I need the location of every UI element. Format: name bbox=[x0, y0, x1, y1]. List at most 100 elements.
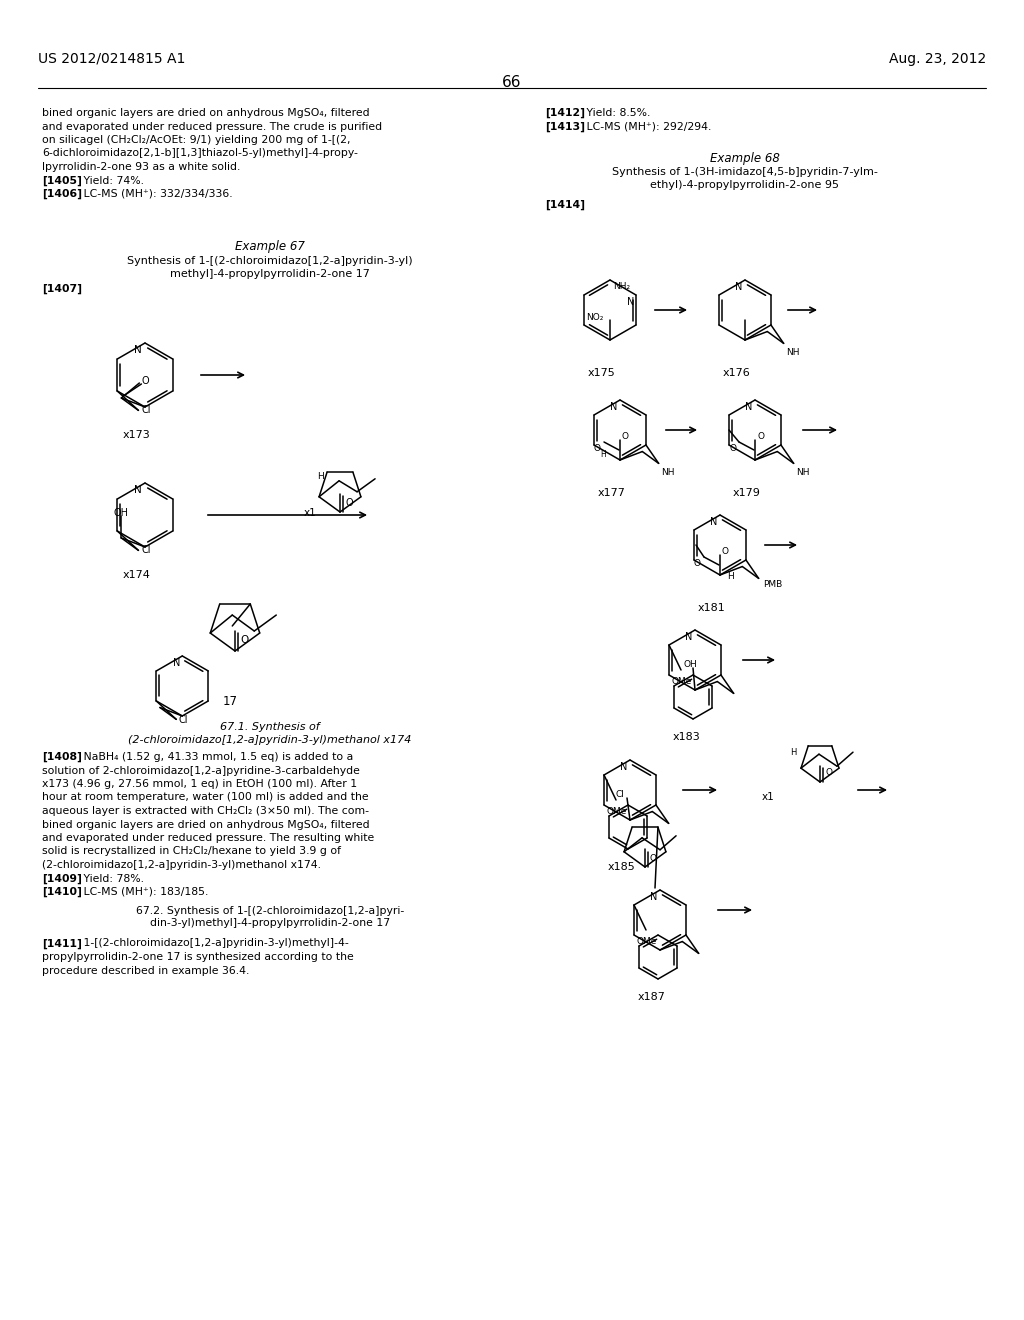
Text: propylpyrrolidin-2-one 17 is synthesized according to the: propylpyrrolidin-2-one 17 is synthesized… bbox=[42, 952, 353, 962]
Text: Yield: 78%.: Yield: 78%. bbox=[73, 874, 144, 883]
Text: N: N bbox=[685, 632, 692, 642]
Text: [1414]: [1414] bbox=[545, 201, 585, 210]
Text: ethyl)-4-propylpyrrolidin-2-one 95: ethyl)-4-propylpyrrolidin-2-one 95 bbox=[650, 180, 840, 190]
Text: 66: 66 bbox=[502, 75, 522, 90]
Text: NH: NH bbox=[796, 469, 809, 478]
Text: US 2012/0214815 A1: US 2012/0214815 A1 bbox=[38, 51, 185, 66]
Text: aqueous layer is extracted with CH₂Cl₂ (3×50 ml). The com-: aqueous layer is extracted with CH₂Cl₂ (… bbox=[42, 807, 369, 816]
Text: x175: x175 bbox=[588, 368, 615, 378]
Text: O: O bbox=[825, 768, 831, 777]
Text: Synthesis of 1-(3H-imidazo[4,5-b]pyridin-7-ylm-: Synthesis of 1-(3H-imidazo[4,5-b]pyridin… bbox=[612, 168, 878, 177]
Text: x1: x1 bbox=[762, 792, 774, 803]
Text: LC-MS (MH⁺): 292/294.: LC-MS (MH⁺): 292/294. bbox=[577, 121, 712, 132]
Text: (2-chloroimidazo[1,2-a]pyridin-3-yl)methanol x174.: (2-chloroimidazo[1,2-a]pyridin-3-yl)meth… bbox=[42, 861, 321, 870]
Text: O: O bbox=[622, 432, 629, 441]
Text: O: O bbox=[694, 558, 701, 568]
Text: O: O bbox=[594, 444, 601, 453]
Text: PMB: PMB bbox=[763, 581, 782, 590]
Text: OMe: OMe bbox=[636, 937, 656, 946]
Text: NH₂: NH₂ bbox=[613, 282, 630, 290]
Text: Example 68: Example 68 bbox=[710, 152, 780, 165]
Text: Cl: Cl bbox=[178, 715, 187, 726]
Text: N: N bbox=[711, 517, 718, 527]
Text: x183: x183 bbox=[673, 733, 700, 742]
Text: N: N bbox=[610, 403, 617, 412]
Text: N: N bbox=[650, 892, 657, 902]
Text: [1411]: [1411] bbox=[42, 939, 82, 949]
Text: N: N bbox=[735, 282, 742, 292]
Text: OMe: OMe bbox=[671, 677, 691, 686]
Text: O: O bbox=[722, 546, 729, 556]
Text: on silicagel (CH₂Cl₂/AcOEt: 9/1) yielding 200 mg of 1-[(2,: on silicagel (CH₂Cl₂/AcOEt: 9/1) yieldin… bbox=[42, 135, 350, 145]
Text: solution of 2-chloroimidazo[1,2-a]pyridine-3-carbaldehyde: solution of 2-chloroimidazo[1,2-a]pyridi… bbox=[42, 766, 359, 776]
Text: 17: 17 bbox=[222, 696, 238, 708]
Text: N: N bbox=[134, 345, 142, 355]
Text: hour at room temperature, water (100 ml) is added and the: hour at room temperature, water (100 ml)… bbox=[42, 792, 369, 803]
Text: N: N bbox=[173, 657, 180, 668]
Text: Yield: 74%.: Yield: 74%. bbox=[73, 176, 144, 186]
Text: H: H bbox=[727, 572, 734, 581]
Text: procedure described in example 36.4.: procedure described in example 36.4. bbox=[42, 965, 250, 975]
Text: Cl: Cl bbox=[616, 789, 625, 799]
Text: Synthesis of 1-[(2-chloroimidazo[1,2-a]pyridin-3-yl): Synthesis of 1-[(2-chloroimidazo[1,2-a]p… bbox=[127, 256, 413, 267]
Text: solid is recrystallized in CH₂Cl₂/hexane to yield 3.9 g of: solid is recrystallized in CH₂Cl₂/hexane… bbox=[42, 846, 341, 857]
Text: [1412]: [1412] bbox=[545, 108, 585, 119]
Text: [1410]: [1410] bbox=[42, 887, 82, 898]
Text: LC-MS (MH⁺): 183/185.: LC-MS (MH⁺): 183/185. bbox=[73, 887, 209, 898]
Text: 67.1. Synthesis of: 67.1. Synthesis of bbox=[220, 722, 319, 733]
Text: 1-[(2-chloroimidazo[1,2-a]pyridin-3-yl)methyl]-4-: 1-[(2-chloroimidazo[1,2-a]pyridin-3-yl)m… bbox=[73, 939, 349, 949]
Text: [1413]: [1413] bbox=[545, 121, 585, 132]
Text: O: O bbox=[757, 432, 764, 441]
Text: NO₂: NO₂ bbox=[586, 313, 603, 322]
Text: O: O bbox=[345, 498, 352, 508]
Text: NaBH₄ (1.52 g, 41.33 mmol, 1.5 eq) is added to a: NaBH₄ (1.52 g, 41.33 mmol, 1.5 eq) is ad… bbox=[73, 752, 353, 762]
Text: x179: x179 bbox=[733, 488, 761, 498]
Text: and evaporated under reduced pressure. The crude is purified: and evaporated under reduced pressure. T… bbox=[42, 121, 382, 132]
Text: x176: x176 bbox=[723, 368, 751, 378]
Text: H: H bbox=[791, 748, 797, 756]
Text: x185: x185 bbox=[608, 862, 636, 873]
Text: NH: NH bbox=[785, 348, 799, 358]
Text: (2-chloroimidazo[1,2-a]pyridin-3-yl)methanol x174: (2-chloroimidazo[1,2-a]pyridin-3-yl)meth… bbox=[128, 735, 412, 744]
Text: O: O bbox=[729, 444, 736, 453]
Text: x173 (4.96 g, 27.56 mmol, 1 eq) in EtOH (100 ml). After 1: x173 (4.96 g, 27.56 mmol, 1 eq) in EtOH … bbox=[42, 779, 357, 789]
Text: and evaporated under reduced pressure. The resulting white: and evaporated under reduced pressure. T… bbox=[42, 833, 374, 843]
Text: 6-dichloroimidazo[2,1-b][1,3]thiazol-5-yl)methyl]-4-propy-: 6-dichloroimidazo[2,1-b][1,3]thiazol-5-y… bbox=[42, 149, 357, 158]
Text: [1406]: [1406] bbox=[42, 189, 82, 199]
Text: H: H bbox=[317, 473, 324, 482]
Text: Yield: 8.5%.: Yield: 8.5%. bbox=[577, 108, 650, 117]
Text: OH: OH bbox=[683, 660, 696, 669]
Text: x173: x173 bbox=[123, 430, 151, 440]
Text: [1407]: [1407] bbox=[42, 284, 82, 294]
Text: x177: x177 bbox=[598, 488, 626, 498]
Text: bined organic layers are dried on anhydrous MgSO₄, filtered: bined organic layers are dried on anhydr… bbox=[42, 108, 370, 117]
Text: x181: x181 bbox=[698, 603, 726, 612]
Text: Cl: Cl bbox=[141, 545, 151, 556]
Text: Aug. 23, 2012: Aug. 23, 2012 bbox=[889, 51, 986, 66]
Text: [1408]: [1408] bbox=[42, 752, 82, 762]
Text: O: O bbox=[141, 376, 150, 385]
Text: methyl]-4-propylpyrrolidin-2-one 17: methyl]-4-propylpyrrolidin-2-one 17 bbox=[170, 269, 370, 279]
Text: Cl: Cl bbox=[141, 405, 151, 416]
Text: 67.2. Synthesis of 1-[(2-chloroimidazo[1,2-a]pyri-: 67.2. Synthesis of 1-[(2-chloroimidazo[1… bbox=[136, 906, 404, 916]
Text: N: N bbox=[621, 762, 628, 772]
Text: [1409]: [1409] bbox=[42, 874, 82, 884]
Text: x174: x174 bbox=[123, 570, 151, 579]
Text: OMe: OMe bbox=[606, 807, 627, 816]
Text: N: N bbox=[628, 297, 635, 308]
Text: lpyrrolidin-2-one 93 as a white solid.: lpyrrolidin-2-one 93 as a white solid. bbox=[42, 162, 241, 172]
Text: LC-MS (MH⁺): 332/334/336.: LC-MS (MH⁺): 332/334/336. bbox=[73, 189, 232, 199]
Text: N: N bbox=[134, 484, 142, 495]
Text: [1405]: [1405] bbox=[42, 176, 82, 186]
Text: x187: x187 bbox=[638, 993, 666, 1002]
Text: din-3-yl)methyl]-4-propylpyrrolidin-2-one 17: din-3-yl)methyl]-4-propylpyrrolidin-2-on… bbox=[150, 919, 390, 928]
Text: NH: NH bbox=[660, 469, 674, 478]
Text: Example 67: Example 67 bbox=[236, 240, 305, 253]
Text: bined organic layers are dried on anhydrous MgSO₄, filtered: bined organic layers are dried on anhydr… bbox=[42, 820, 370, 829]
Text: H: H bbox=[600, 450, 606, 459]
Text: OH: OH bbox=[114, 508, 128, 517]
Text: O: O bbox=[650, 854, 657, 863]
Text: x1: x1 bbox=[304, 508, 316, 517]
Text: N: N bbox=[745, 403, 753, 412]
Text: O: O bbox=[240, 635, 248, 645]
